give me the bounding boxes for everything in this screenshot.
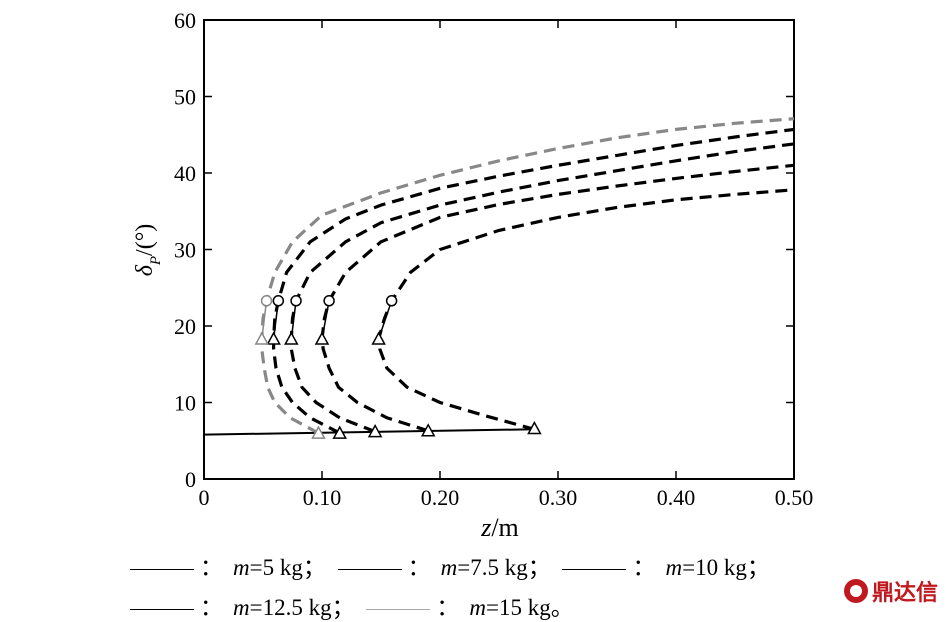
- legend-row-1: ： m=5 kg； ： m=7.5 kg； ： m=10 kg；: [130, 548, 776, 582]
- plot-frame: [203, 19, 795, 480]
- series-m-12-5-kg-triangle-bottom-marker: [332, 425, 347, 439]
- legend-swatch: [366, 609, 431, 611]
- x-tick-label: 0.20: [421, 485, 460, 510]
- series-m-10-kg-triangle-top-marker: [284, 331, 299, 345]
- x-axis-label-var: z: [480, 513, 491, 540]
- y-tick-label: 50: [174, 85, 196, 110]
- y-tick-label: 60: [174, 8, 196, 33]
- series-m-7-5-kg-link: [321, 300, 330, 340]
- series-m-12-5-kg-link: [272, 300, 280, 340]
- y-axis-label: δP/(°): [132, 224, 164, 277]
- series-m-7-5-kg-triangle-bottom-marker: [420, 423, 436, 437]
- legend-swatch: [130, 569, 194, 571]
- series-m-10-kg-line: [289, 142, 795, 434]
- baseline-line: [203, 428, 535, 436]
- y-tick-label: 20: [174, 314, 196, 339]
- series-m-10-kg-circle-marker: [290, 295, 302, 307]
- y-tick-label: 10: [174, 391, 196, 416]
- legend-item-m15: ： m=15 kg。: [366, 588, 574, 622]
- legend-swatch: [337, 569, 402, 571]
- y-tick-label: 0: [185, 467, 196, 492]
- series-m-7-5-kg-circle-marker: [323, 295, 335, 307]
- legend-swatch: [130, 609, 194, 611]
- legend-swatch: [562, 569, 627, 571]
- series-m-5-kg-triangle-top-marker: [371, 331, 386, 345]
- series-m-7-5-kg-triangle-top-marker: [314, 331, 330, 345]
- y-tick-label: 40: [174, 161, 196, 186]
- x-tick-label: 0.10: [303, 485, 342, 510]
- watermark-text: 鼎达信: [871, 581, 938, 606]
- series-m-5-kg-circle-marker: [385, 295, 398, 307]
- series-layer: [203, 117, 795, 439]
- x-axis-label: z/m: [480, 513, 519, 540]
- watermark: 鼎达信: [843, 575, 938, 607]
- series-m-15-kg-circle-marker: [260, 295, 273, 307]
- series-m-12-5-kg-circle-marker: [272, 295, 285, 307]
- y-tick-label: 30: [174, 238, 196, 263]
- series-m-5-kg-link: [377, 300, 393, 340]
- x-axis-label-unit: /m: [491, 513, 518, 540]
- series-m-12-5-kg-triangle-top-marker: [266, 331, 281, 345]
- legend-item-m10: ： m=10 kg；: [562, 548, 770, 582]
- series-m-15-kg-triangle-bottom-marker: [311, 425, 326, 439]
- x-tick-label: 0.40: [657, 485, 696, 510]
- chart: 0 10 20 30 40 50 60 0 0.10 0.20 0.30 0.40 0.50 δP/(…: [132, 8, 814, 540]
- series-m-5-kg-line: [376, 188, 795, 431]
- legend-item-m5: ： m=5 kg；: [130, 548, 326, 582]
- series-m-15-kg-triangle-top-marker: [254, 331, 270, 345]
- legend-row-2: ： m=12.5 kg； ： m=15 kg。: [130, 588, 580, 622]
- x-tick-label: 0: [199, 485, 210, 510]
- series-m-7-5-kg-line: [320, 163, 795, 433]
- x-tick-label: 0.50: [775, 485, 814, 510]
- legend-item-m7-5: ： m=7.5 kg；: [337, 548, 551, 582]
- x-axis: 0 0.10 0.20 0.30 0.40 0.50: [199, 20, 814, 510]
- watermark-logo-icon: [843, 579, 868, 603]
- series-m-5-kg-triangle-bottom-marker: [527, 420, 542, 435]
- series-m-15-kg-link: [261, 300, 268, 340]
- x-tick-label: 0.30: [539, 485, 578, 510]
- series-m-10-kg-link: [290, 300, 297, 340]
- legend-item-m12-5: ： m=12.5 kg；: [130, 588, 355, 622]
- y-axis: 0 10 20 30 40 50 60: [174, 8, 794, 492]
- series-m-12-5-kg-line: [272, 127, 795, 435]
- series-m-10-kg-triangle-bottom-marker: [367, 424, 383, 438]
- series-m-15-kg-line: [260, 117, 795, 435]
